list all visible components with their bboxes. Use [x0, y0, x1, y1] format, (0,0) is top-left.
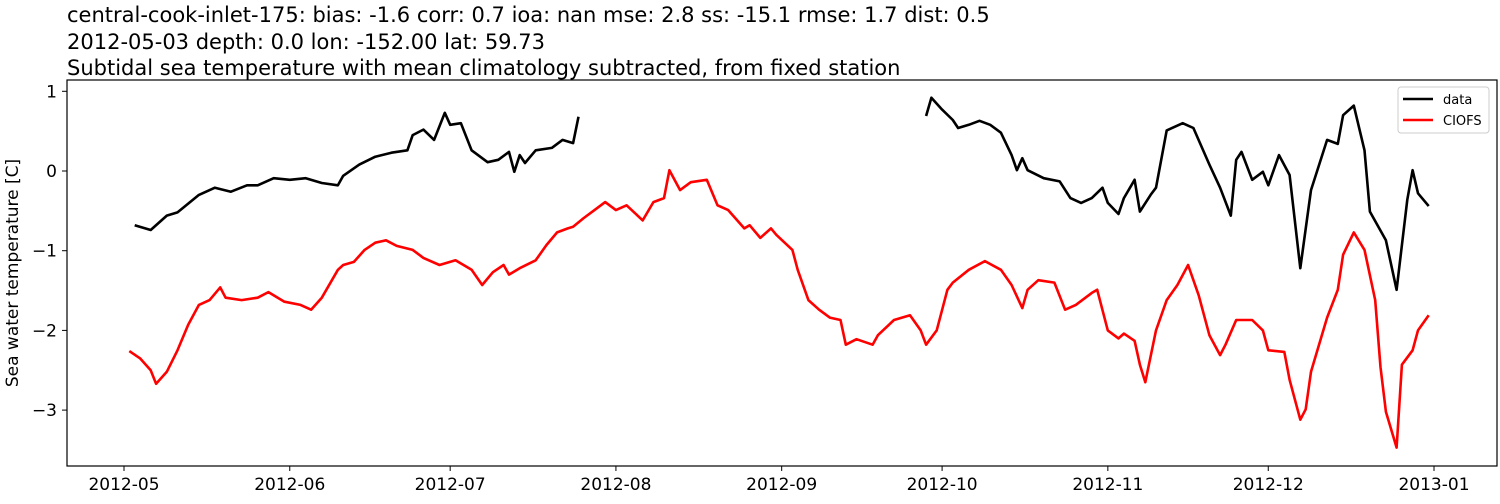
- plot-area: [128, 96, 1430, 449]
- x-tick-label: 2012-06: [254, 475, 325, 495]
- x-tick-label: 2012-11: [1072, 475, 1143, 495]
- chart-title-line-2: 2012-05-03 depth: 0.0 lon: -152.00 lat: …: [67, 30, 545, 54]
- plot-frame: [66, 79, 1498, 467]
- y-tick-label: 0: [46, 162, 57, 182]
- legend-label-ciofs: CIOFS: [1443, 114, 1482, 129]
- x-tick-label: 2012-10: [907, 475, 978, 495]
- legend: data CIOFS: [1397, 86, 1490, 134]
- y-tick-label: −2: [32, 321, 57, 341]
- y-tick-label: −1: [32, 242, 57, 262]
- x-tick-label: 2012-07: [415, 475, 486, 495]
- x-tick-label: 2013-01: [1398, 475, 1469, 495]
- legend-label-data: data: [1443, 93, 1472, 108]
- chart-title-line-1: central-cook-inlet-175: bias: -1.6 corr:…: [67, 3, 990, 27]
- x-tick-label: 2012-09: [746, 475, 817, 495]
- axis-ticks: 2012-05 2012-06 2012-07 2012-08 2012-09 2012-…: [32, 82, 1470, 495]
- series-line-ciofs-segment-0: [128, 168, 1430, 449]
- series-line-data-segment-0: [134, 111, 580, 232]
- y-tick-label: −3: [32, 401, 57, 421]
- x-tick-label: 2012-05: [88, 475, 159, 495]
- series-line-data-segment-1: [924, 96, 1430, 292]
- chart-title-line-3: Subtidal sea temperature with mean clima…: [67, 56, 900, 80]
- y-axis-label: Sea water temperature [C]: [3, 159, 23, 387]
- x-tick-label: 2012-12: [1233, 475, 1304, 495]
- x-tick-label: 2012-08: [580, 475, 651, 495]
- y-tick-label: 1: [46, 82, 57, 102]
